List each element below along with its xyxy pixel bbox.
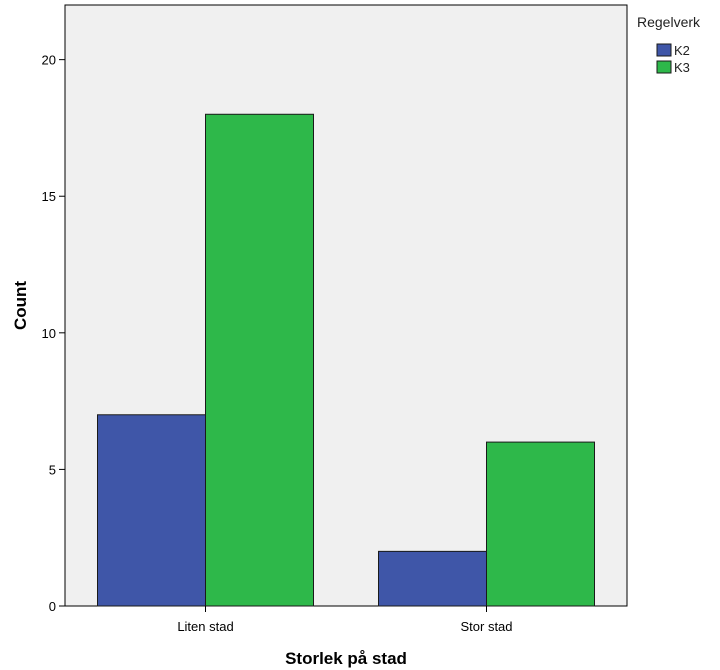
x-tick-label: Stor stad	[460, 619, 512, 634]
legend-label-k3: K3	[674, 60, 690, 75]
x-tick-label: Liten stad	[177, 619, 233, 634]
y-tick-label: 15	[42, 189, 56, 204]
y-axis-title: Count	[11, 281, 30, 330]
legend-title: Regelverk	[637, 14, 701, 30]
legend-label-k2: K2	[674, 43, 690, 58]
y-tick-label: 10	[42, 326, 56, 341]
legend-swatch-k2	[656, 43, 672, 57]
x-axis-title: Storlek på stad	[285, 649, 407, 668]
y-tick-label: 20	[42, 53, 56, 68]
bar-k3-1	[205, 113, 314, 607]
bar-k2-2	[378, 550, 487, 607]
y-tick-label: 5	[49, 462, 56, 477]
bar-k3-2	[486, 441, 595, 607]
legend: Regelverk K2 K3	[637, 14, 701, 75]
legend-swatch-k3	[656, 60, 672, 74]
y-tick-label: 0	[49, 599, 56, 614]
bar-k2-1	[97, 414, 206, 607]
